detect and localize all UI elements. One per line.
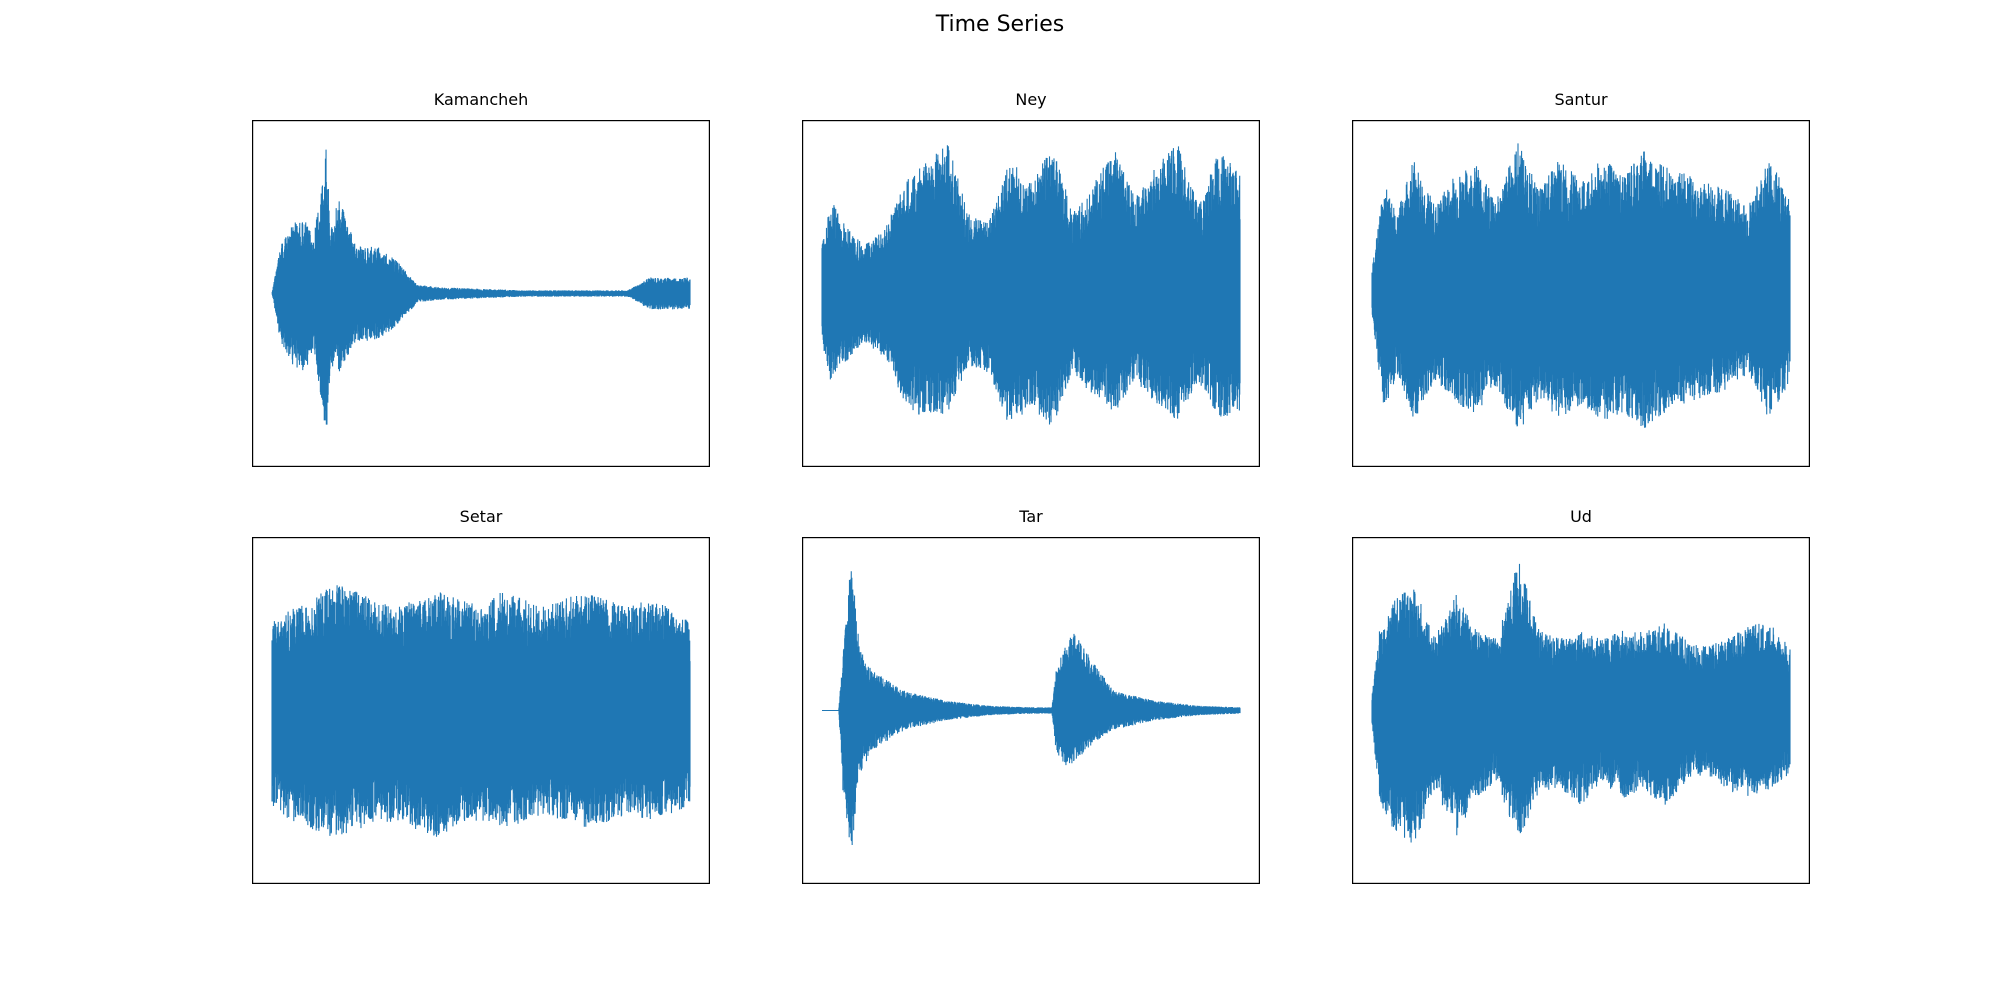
panel-ney: Ney bbox=[802, 90, 1260, 467]
figure-title: Time Series bbox=[935, 12, 1065, 37]
waveform-series-line bbox=[1371, 143, 1791, 428]
panel-setar: Setar bbox=[252, 507, 710, 884]
panel-title: Ney bbox=[1015, 90, 1047, 109]
panel-title: Kamancheh bbox=[433, 90, 529, 109]
panel-title: Setar bbox=[459, 507, 503, 526]
axes-frame bbox=[802, 120, 1260, 467]
waveform-series-line bbox=[1371, 563, 1791, 843]
waveform-series-line bbox=[271, 149, 691, 425]
axes-frame bbox=[1352, 537, 1810, 884]
waveform-plot bbox=[252, 537, 710, 884]
panel-tar: Tar bbox=[802, 507, 1260, 884]
waveform-plot bbox=[802, 120, 1260, 467]
axes-frame bbox=[802, 537, 1260, 884]
panel-title: Santur bbox=[1554, 90, 1608, 109]
axes-frame bbox=[1352, 120, 1810, 467]
waveform-plot bbox=[252, 120, 710, 467]
waveform-plot bbox=[802, 537, 1260, 884]
panel-ud: Ud bbox=[1352, 507, 1810, 884]
axes-frame bbox=[252, 120, 710, 467]
waveform-plot bbox=[1352, 120, 1810, 467]
panel-santur: Santur bbox=[1352, 90, 1810, 467]
waveform-series-line bbox=[822, 571, 1241, 846]
waveform-series-line bbox=[821, 145, 1241, 425]
panel-kamancheh: Kamancheh bbox=[252, 90, 710, 467]
waveform-series-line bbox=[271, 585, 691, 837]
panel-title: Tar bbox=[1019, 507, 1043, 526]
waveform-plot bbox=[1352, 537, 1810, 884]
panel-title: Ud bbox=[1570, 507, 1592, 526]
axes-frame bbox=[252, 537, 710, 884]
